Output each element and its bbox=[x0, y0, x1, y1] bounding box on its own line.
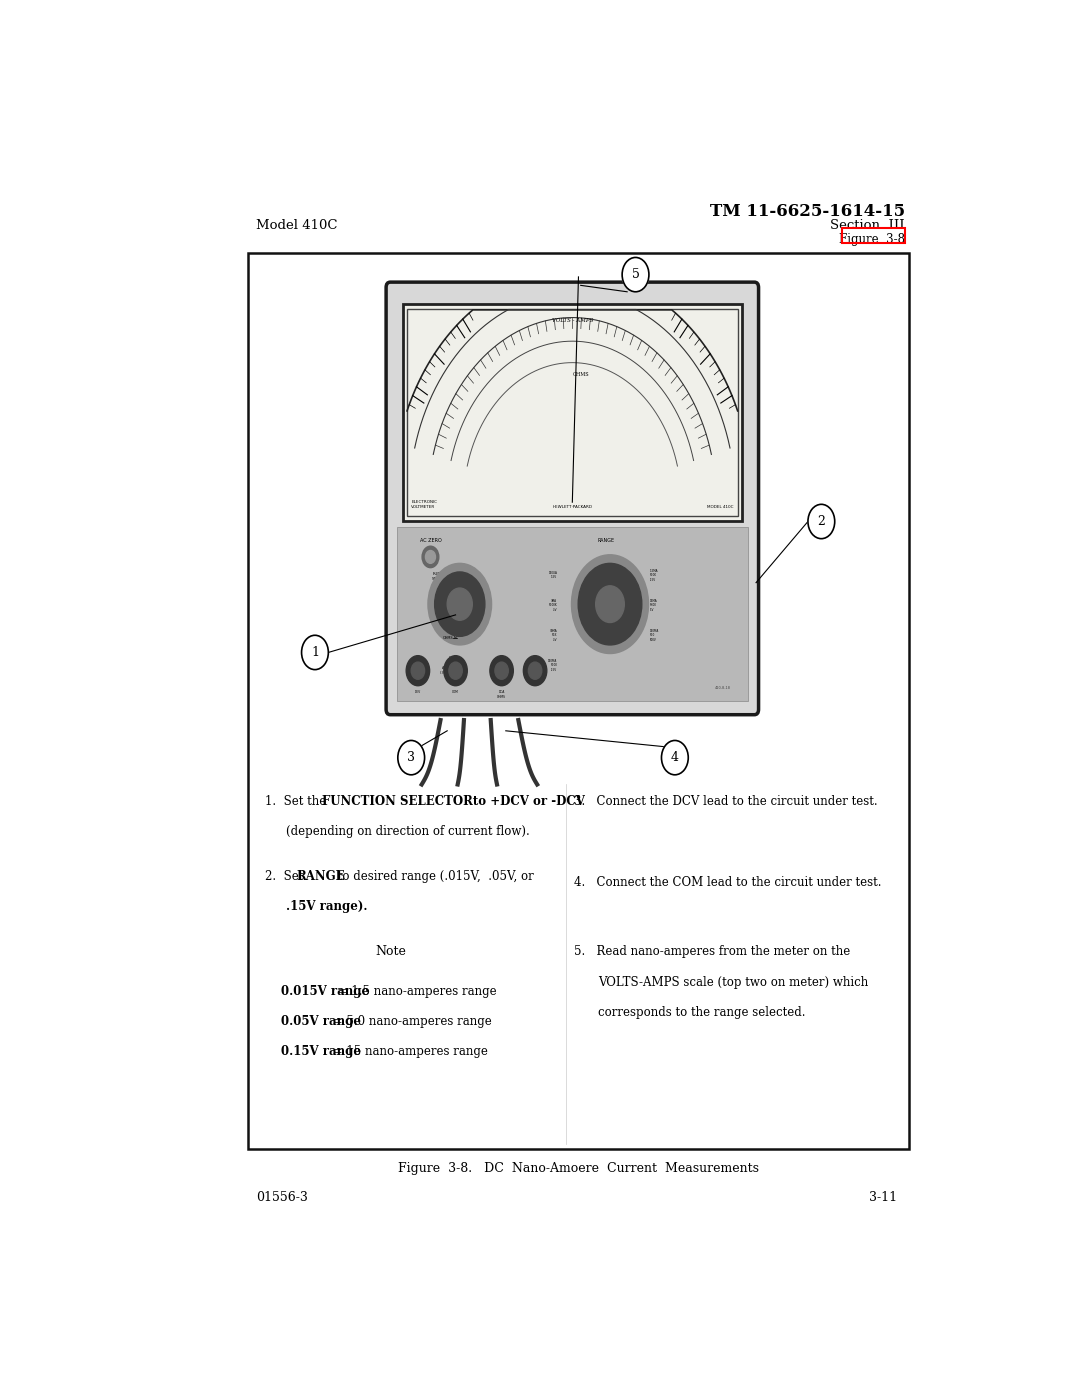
Text: TM 11-6625-1614-15: TM 11-6625-1614-15 bbox=[710, 202, 905, 220]
Text: 3-11: 3-11 bbox=[868, 1192, 896, 1204]
Text: = 1.5 nano-amperes range: = 1.5 nano-amperes range bbox=[334, 984, 497, 998]
Text: 30MA
R1K
.3V: 30MA R1K .3V bbox=[550, 629, 557, 641]
Text: 4.   Connect the COM lead to the circuit under test.: 4. Connect the COM lead to the circuit u… bbox=[575, 877, 882, 889]
Circle shape bbox=[495, 662, 509, 679]
Text: corresponds to the range selected.: corresponds to the range selected. bbox=[598, 1005, 806, 1019]
Text: MODEL 410C: MODEL 410C bbox=[707, 505, 733, 509]
Circle shape bbox=[449, 662, 462, 679]
Bar bbox=[397, 527, 747, 701]
Bar bbox=[407, 309, 738, 516]
Circle shape bbox=[444, 655, 468, 686]
Circle shape bbox=[434, 572, 485, 636]
Text: DEV: DEV bbox=[415, 690, 421, 694]
Text: (depending on direction of current flow).: (depending on direction of current flow)… bbox=[285, 825, 529, 838]
Text: 150MA
R100
.15V: 150MA R100 .15V bbox=[548, 659, 557, 672]
Text: 5.   Read nano-amperes from the meter on the: 5. Read nano-amperes from the meter on t… bbox=[575, 945, 851, 959]
Text: 1.  Set the: 1. Set the bbox=[265, 795, 329, 809]
Text: ELECTRONIC
VOLTMETER: ELECTRONIC VOLTMETER bbox=[411, 500, 437, 509]
Text: 0.05V range: 0.05V range bbox=[282, 1015, 362, 1027]
Circle shape bbox=[808, 505, 835, 538]
Circle shape bbox=[622, 258, 649, 291]
Circle shape bbox=[524, 655, 546, 686]
Text: -DCV: -DCV bbox=[449, 598, 458, 602]
Text: AC ZERO: AC ZERO bbox=[420, 538, 442, 542]
Circle shape bbox=[490, 655, 513, 686]
Text: Note: Note bbox=[375, 945, 406, 959]
Text: ACV: ACV bbox=[450, 579, 458, 583]
Text: = 15 nano-amperes range: = 15 nano-amperes range bbox=[329, 1044, 488, 1058]
Text: 3MA
R100K
.3V: 3MA R100K .3V bbox=[549, 598, 557, 612]
Text: 1.5MA
R10K
.15V: 1.5MA R10K .15V bbox=[650, 569, 659, 581]
Bar bbox=[403, 304, 742, 521]
Text: 1: 1 bbox=[311, 645, 319, 659]
Text: HEWLETT·PACKARD: HEWLETT·PACKARD bbox=[552, 505, 592, 509]
Text: to desired range (.015V,  .05V, or: to desired range (.015V, .05V, or bbox=[334, 870, 534, 884]
Text: 3.   Connect the DCV lead to the circuit under test.: 3. Connect the DCV lead to the circuit u… bbox=[575, 795, 878, 809]
Text: OHMS: OHMS bbox=[572, 372, 589, 376]
Text: 410-8-18: 410-8-18 bbox=[715, 686, 731, 690]
Text: 01556-3: 01556-3 bbox=[256, 1192, 308, 1204]
Text: 2.  Set: 2. Set bbox=[265, 870, 307, 884]
Text: 3: 3 bbox=[407, 751, 415, 764]
Circle shape bbox=[571, 555, 648, 654]
Circle shape bbox=[426, 551, 435, 563]
Circle shape bbox=[447, 588, 472, 620]
Bar bbox=[248, 254, 909, 1150]
FancyBboxPatch shape bbox=[387, 282, 758, 715]
Text: Figure  3-8: Figure 3-8 bbox=[839, 233, 905, 245]
Text: 0.15V range: 0.15V range bbox=[282, 1044, 362, 1058]
Text: OHMS-M: OHMS-M bbox=[443, 637, 458, 640]
Circle shape bbox=[301, 636, 328, 669]
Text: RANGE: RANGE bbox=[297, 870, 346, 884]
Circle shape bbox=[578, 563, 642, 645]
Circle shape bbox=[397, 740, 424, 775]
Text: +DCV: +DCV bbox=[447, 618, 458, 622]
Text: -DCA: -DCA bbox=[449, 655, 458, 659]
Text: VOLTS-AMPS scale (top two on meter) which: VOLTS-AMPS scale (top two on meter) whic… bbox=[598, 976, 868, 988]
Circle shape bbox=[528, 662, 542, 679]
Text: FUNCTION SELECTORto +DCV or -DCV: FUNCTION SELECTORto +DCV or -DCV bbox=[322, 795, 584, 809]
Circle shape bbox=[428, 563, 491, 645]
Text: 2: 2 bbox=[818, 514, 825, 528]
Text: = 5.0 nano-amperes range: = 5.0 nano-amperes range bbox=[329, 1015, 492, 1027]
Text: 5: 5 bbox=[632, 268, 639, 282]
Circle shape bbox=[422, 546, 438, 567]
Circle shape bbox=[411, 662, 424, 679]
Text: DCA
OHMS: DCA OHMS bbox=[497, 690, 507, 698]
Text: Section  III: Section III bbox=[831, 219, 905, 231]
Text: 4: 4 bbox=[671, 751, 679, 764]
Text: FUNCTION
SELECTOR: FUNCTION SELECTOR bbox=[432, 572, 454, 580]
Text: Figure  3-8.   DC  Nano-Amoere  Current  Measurements: Figure 3-8. DC Nano-Amoere Current Measu… bbox=[399, 1163, 759, 1175]
Text: COM: COM bbox=[453, 690, 459, 694]
Bar bbox=[842, 229, 905, 244]
Text: 150MA
R10
500V: 150MA R10 500V bbox=[650, 629, 660, 641]
Circle shape bbox=[661, 740, 688, 775]
Text: AC PROBE
(300V MAX.): AC PROBE (300V MAX.) bbox=[441, 666, 462, 675]
Text: .15V range).: .15V range). bbox=[285, 901, 367, 913]
Circle shape bbox=[596, 585, 624, 623]
Text: 150UA
1.5V: 150UA 1.5V bbox=[549, 572, 557, 580]
Text: RANGE: RANGE bbox=[597, 538, 615, 542]
Text: Model 410C: Model 410C bbox=[256, 219, 338, 231]
Circle shape bbox=[406, 655, 430, 686]
Text: 15MA
R300
.5V: 15MA R300 .5V bbox=[650, 598, 658, 612]
Text: 0.015V range: 0.015V range bbox=[282, 984, 369, 998]
Text: VOLTS - AMPS: VOLTS - AMPS bbox=[552, 318, 593, 323]
